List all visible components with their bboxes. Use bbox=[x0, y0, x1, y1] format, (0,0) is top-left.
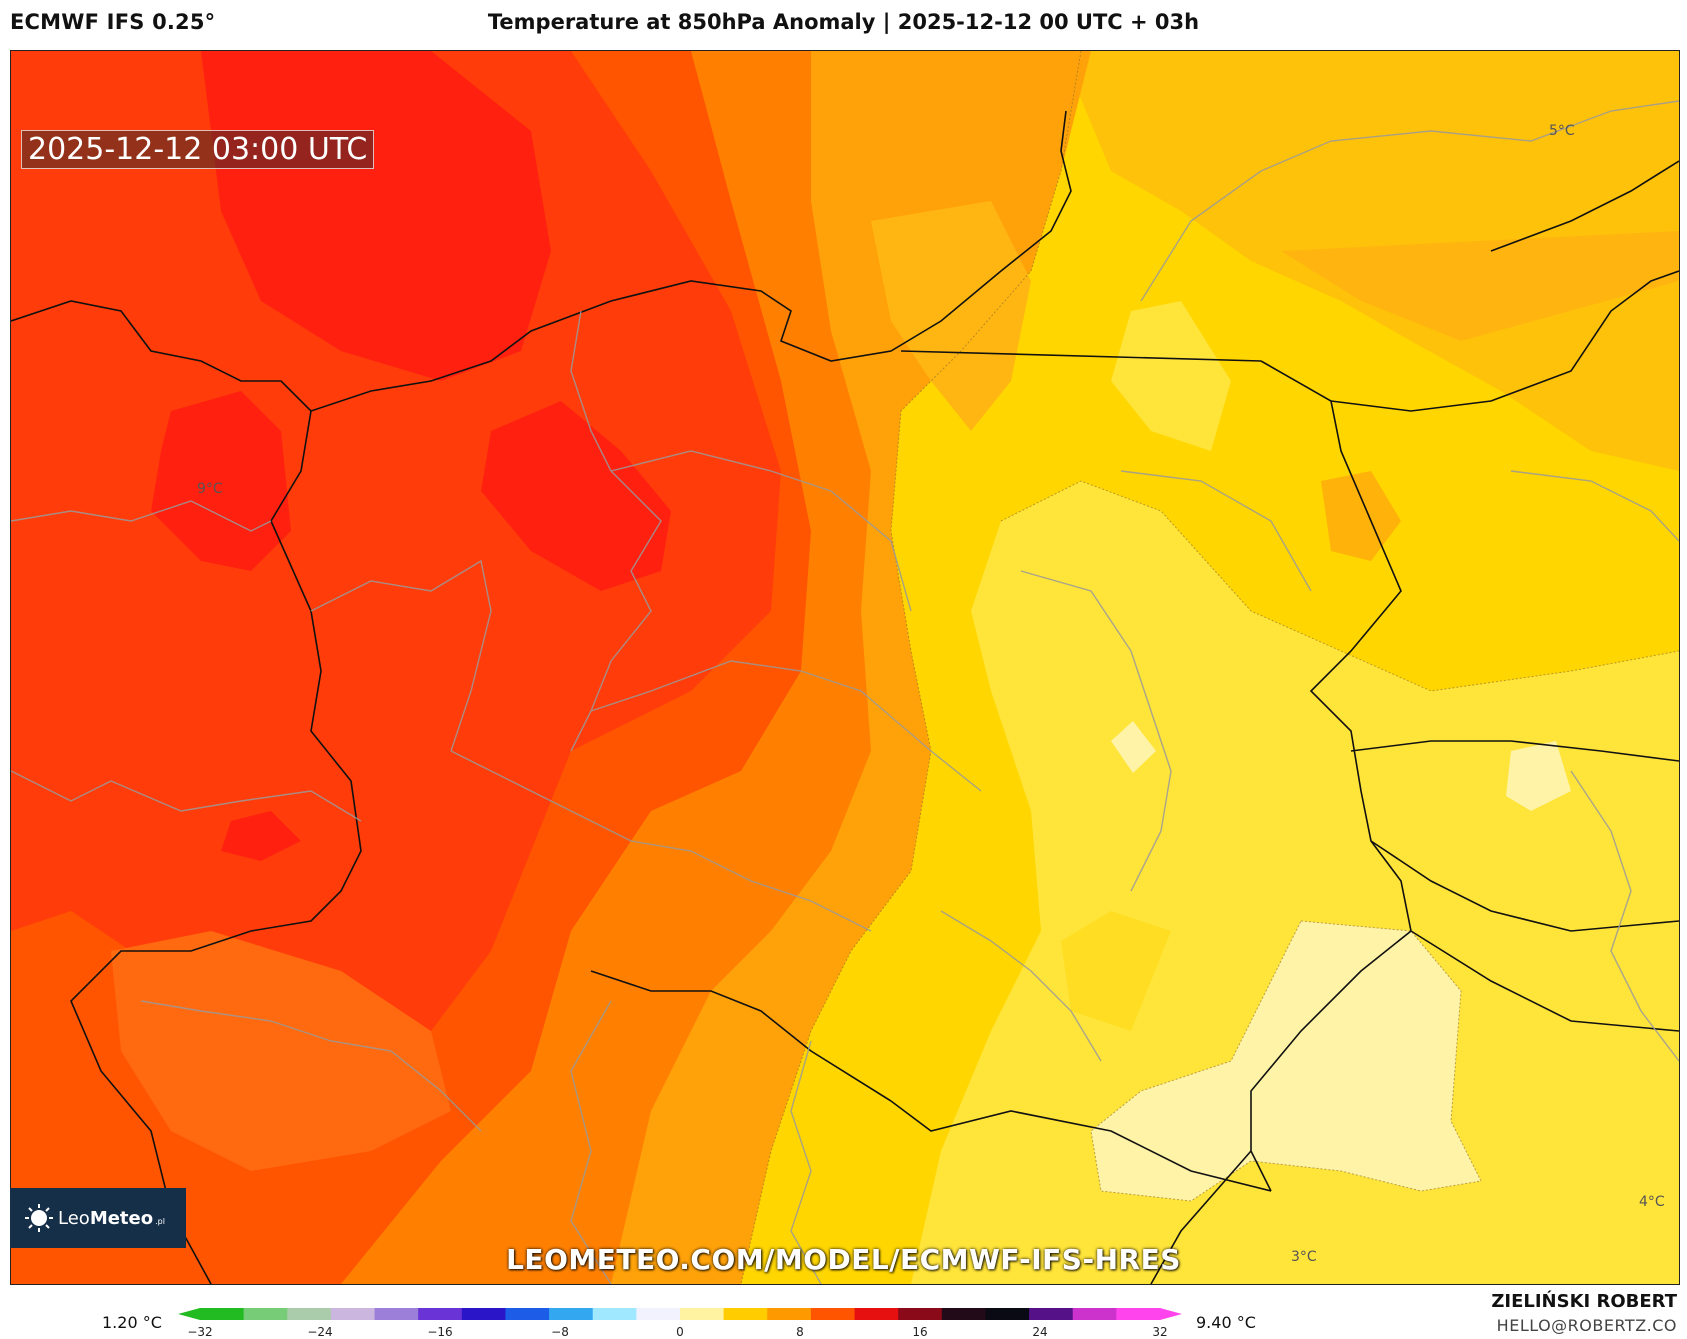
logo-suffix: .pl bbox=[155, 1217, 165, 1226]
scale-tick-label: 24 bbox=[1032, 1325, 1048, 1339]
scale-swatch bbox=[330, 1308, 376, 1320]
color-scale-bar bbox=[178, 1308, 1182, 1320]
scale-tick-label: −32 bbox=[187, 1325, 213, 1339]
scale-swatch bbox=[549, 1308, 594, 1320]
scale-swatch bbox=[898, 1308, 943, 1320]
contour-label-3c: 3°C bbox=[1291, 1249, 1317, 1265]
scale-swatch bbox=[418, 1308, 463, 1320]
value-min-label: 1.20 °C bbox=[102, 1313, 162, 1332]
scale-swatch bbox=[985, 1308, 1030, 1320]
logo-text: LeoMeteo bbox=[58, 1207, 154, 1229]
scale-min-arrow bbox=[178, 1308, 200, 1320]
anomaly-map: 2025-12-12 03:00 UTC 9°C 5°C 4°C 3°C bbox=[10, 50, 1680, 1285]
scale-swatch bbox=[592, 1308, 637, 1320]
value-max-label: 9.40 °C bbox=[1196, 1313, 1256, 1332]
scale-tick-label: 32 bbox=[1152, 1325, 1168, 1339]
scale-swatch bbox=[243, 1308, 288, 1320]
scale-tick-label: −16 bbox=[427, 1325, 453, 1339]
scale-swatch bbox=[287, 1308, 332, 1320]
scale-tick-label: −8 bbox=[551, 1325, 569, 1339]
scale-swatch bbox=[636, 1308, 681, 1320]
scale-swatch bbox=[1072, 1308, 1117, 1320]
contour-label-9c: 9°C bbox=[197, 481, 223, 497]
leometeo-logo: LeoMeteo .pl bbox=[10, 1188, 186, 1248]
contour-label-5c: 5°C bbox=[1549, 123, 1575, 139]
scale-swatch bbox=[680, 1308, 725, 1320]
map-fill bbox=[11, 51, 1679, 1284]
map-title: Temperature at 850hPa Anomaly | 2025-12-… bbox=[487, 10, 1200, 34]
scale-swatch bbox=[854, 1308, 899, 1320]
scale-swatch bbox=[505, 1308, 550, 1320]
author-email: HELLO@ROBERTZ.CO bbox=[1496, 1316, 1677, 1335]
sun-icon bbox=[25, 1204, 53, 1232]
scale-max-arrow bbox=[1160, 1308, 1182, 1320]
scale-swatch bbox=[374, 1308, 419, 1320]
author-name: ZIELIŃSKI ROBERT bbox=[1491, 1291, 1677, 1312]
scale-tick-label: 8 bbox=[796, 1325, 804, 1339]
scale-tick-label: 16 bbox=[912, 1325, 928, 1339]
scale-swatch bbox=[1116, 1308, 1161, 1320]
scale-swatch bbox=[723, 1308, 768, 1320]
model-name: ECMWF IFS 0.25° bbox=[10, 10, 216, 34]
scale-swatch bbox=[810, 1308, 856, 1320]
scale-tick-label: 0 bbox=[676, 1325, 684, 1339]
contour-label-4c: 4°C bbox=[1639, 1194, 1665, 1210]
scale-swatch bbox=[200, 1308, 245, 1320]
scale-swatch bbox=[461, 1308, 506, 1320]
scale-swatch bbox=[941, 1308, 986, 1320]
scale-swatch bbox=[1029, 1308, 1074, 1320]
timestamp-label: 2025-12-12 03:00 UTC bbox=[21, 130, 375, 169]
scale-swatch bbox=[767, 1308, 812, 1320]
scale-tick-label: −24 bbox=[307, 1325, 333, 1339]
source-watermark: LEOMETEO.COM/MODEL/ECMWF-IFS-HRES bbox=[506, 1243, 1181, 1276]
